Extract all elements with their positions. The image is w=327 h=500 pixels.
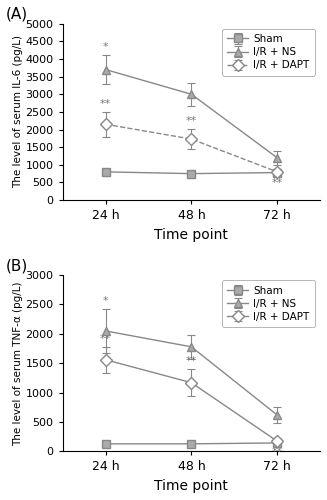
Text: **: ** [100, 99, 111, 109]
Text: (A): (A) [6, 7, 28, 22]
X-axis label: Time point: Time point [154, 479, 228, 493]
Y-axis label: The level of serum IL-6 (pg/L): The level of serum IL-6 (pg/L) [13, 36, 23, 188]
Text: **: ** [186, 116, 197, 126]
Text: **: ** [271, 447, 283, 457]
Y-axis label: The level of serum TNF-α (pg/L): The level of serum TNF-α (pg/L) [13, 281, 23, 446]
Text: **: ** [271, 178, 283, 188]
Text: *: * [103, 296, 109, 306]
Text: *: * [103, 42, 109, 52]
Text: **: ** [186, 356, 197, 366]
Legend: Sham, I/R + NS, I/R + DAPT: Sham, I/R + NS, I/R + DAPT [222, 280, 315, 327]
Text: **: ** [100, 334, 111, 344]
X-axis label: Time point: Time point [154, 228, 228, 241]
Legend: Sham, I/R + NS, I/R + DAPT: Sham, I/R + NS, I/R + DAPT [222, 29, 315, 76]
Text: (B): (B) [6, 258, 28, 274]
